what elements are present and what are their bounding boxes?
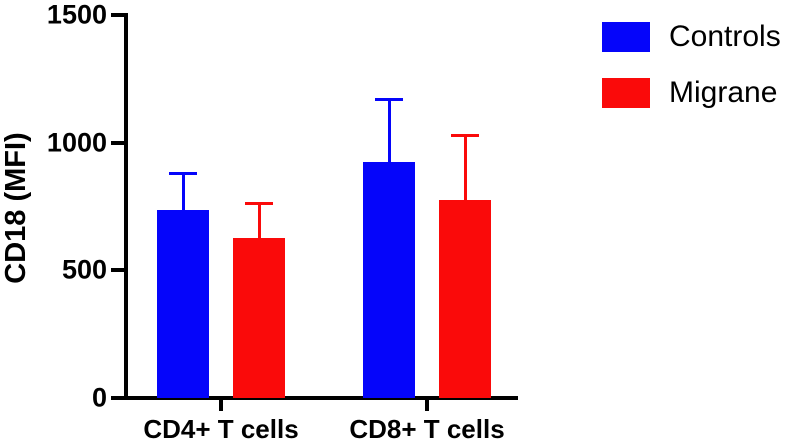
y-tick-mark: [111, 13, 124, 17]
error-bar-cap: [169, 171, 197, 175]
bar-controls-1: [157, 210, 209, 398]
legend-item-migrane: Migrane: [602, 76, 781, 110]
x-axis-line: [124, 396, 518, 400]
error-bar-stem: [463, 135, 467, 201]
bar-migrane-1: [233, 238, 285, 398]
error-bar-stem: [257, 203, 261, 239]
x-tick-mark: [425, 400, 429, 411]
legend-item-controls: Controls: [602, 20, 781, 54]
error-bar-cap: [375, 97, 403, 101]
y-tick-mark: [111, 140, 124, 145]
bar-migrane-2: [439, 200, 491, 398]
legend-swatch-controls: [602, 22, 650, 52]
y-tick-label: 1000: [46, 127, 107, 158]
y-tick-mark: [111, 396, 124, 400]
x-category-label: CD4+ T cells: [143, 414, 299, 444]
legend-label-migrane: Migrane: [669, 76, 778, 109]
x-category-label: CD8+ T cells: [349, 414, 505, 444]
bar-controls-2: [363, 161, 415, 398]
error-bar-stem: [387, 99, 391, 162]
y-tick-label: 1500: [46, 0, 107, 30]
error-bar-cap: [451, 133, 479, 137]
legend-swatch-migrane: [602, 78, 650, 108]
error-bar-stem: [181, 173, 185, 211]
y-tick-label: 500: [61, 254, 107, 285]
legend-label-controls: Controls: [669, 20, 781, 53]
y-axis-line: [124, 13, 128, 400]
legend: Controls Migrane: [602, 20, 781, 132]
y-tick-mark: [111, 268, 124, 273]
error-bar-cap: [245, 202, 273, 206]
x-tick-mark: [219, 400, 223, 411]
y-tick-label: 0: [91, 382, 107, 413]
